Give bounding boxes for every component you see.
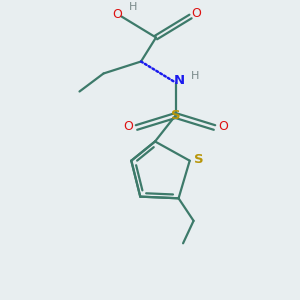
Text: N: N bbox=[173, 74, 185, 88]
Text: O: O bbox=[112, 8, 122, 22]
Text: O: O bbox=[191, 7, 201, 20]
Text: H: H bbox=[191, 71, 199, 81]
Text: S: S bbox=[171, 109, 180, 122]
Text: O: O bbox=[218, 120, 228, 134]
Text: H: H bbox=[128, 2, 137, 12]
Text: O: O bbox=[123, 120, 133, 134]
Text: S: S bbox=[194, 153, 204, 166]
